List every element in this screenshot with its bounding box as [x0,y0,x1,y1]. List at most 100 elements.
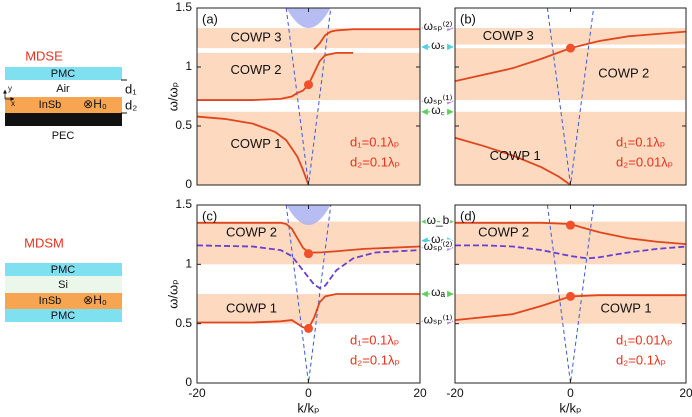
region [197,52,420,101]
field-label: ⊗H₀ [83,97,107,111]
parameter: d₁=0.1λₚ [350,134,399,149]
curve [197,293,420,330]
curve [285,8,332,185]
curve [285,205,332,383]
x-tick-label: 0 [567,386,574,400]
layer [5,263,122,276]
region-label: COWP 1 [226,300,277,315]
region-label: COWP 2 [230,62,281,77]
region-label: COWP 2 [478,224,529,239]
axis-label: y [8,84,12,93]
y-axis-label: ω/ωₚ [165,82,180,111]
y-tick-label: 0.5 [175,316,192,330]
panel-label: (d) [460,208,476,223]
layer [5,293,122,309]
region [455,48,686,101]
region-label: COWP 1 [230,136,281,151]
x-tick-label: -20 [446,386,464,400]
shaded-cone [286,8,331,28]
parameter: d₁=0.1λₚ [350,332,399,347]
layer-label: PMC [51,310,76,322]
layer [5,67,122,80]
y-axis-label: ω/ωₚ [165,279,180,308]
point [304,80,313,90]
region-label: COWP 1 [601,300,652,315]
diagram-title: MDSE [25,48,63,63]
region [197,28,420,49]
point [566,291,575,301]
thickness-label: d₁ [125,81,137,96]
x-tick-label: 20 [679,386,692,400]
layer-label: InSb [39,295,62,307]
diagram-title: MDSM [24,235,64,250]
plot-area [197,205,420,383]
region-label: COWP 2 [226,224,277,239]
curve [546,205,595,383]
parameter: d₁=0.01λₚ [616,332,673,347]
parameter: d₁=0.1λₚ [616,134,665,149]
frequency-label: ω꜀ [431,103,445,117]
parameter: d₂=0.01λₚ [616,154,673,169]
point [304,323,313,333]
diagram-mdsm: MDSM PMC Si InSb PMC ⊗H₀ [5,235,122,322]
frequency-label: ωₐ [431,285,445,299]
y-tick-label: 1.5 [175,197,192,211]
point [566,220,575,230]
frequency-label: ωₛ [431,232,445,246]
frequency-label: ωₛₚ⁽²⁾ [424,239,453,253]
layer-label: Air [56,83,70,95]
axis-label: x [11,99,15,108]
region [455,28,686,45]
y-tick-label: 1 [185,257,192,271]
y-tick-label: 0 [185,375,192,389]
field-label: ⊗H₀ [83,293,107,307]
curve [313,28,420,50]
parameter: d₂=0.1λₚ [350,352,400,367]
layer-label: InSb [39,99,62,111]
layer [5,113,122,126]
y-tick-label: 1.5 [175,0,192,14]
parameter: d₂=0.1λₚ [350,154,400,169]
layer-label: PEC [52,130,75,142]
layer [5,309,122,322]
plot-area [197,8,420,185]
y-tick-label: 0 [185,177,192,191]
region-label: COWP 1 [490,148,541,163]
curve [197,115,310,185]
layer [5,276,122,293]
region-label: COWP 3 [230,30,281,45]
curve [455,221,686,246]
frequency-label: ωₛₚ⁽¹⁾ [424,312,453,326]
x-tick-label: -20 [188,386,206,400]
region [197,111,420,185]
curve [197,244,420,290]
y-tick-label: 1 [185,59,192,73]
thickness-label: d₂ [125,97,137,112]
curve [197,221,420,254]
frequency-label: ωₛₚ⁽²⁾ [424,19,453,33]
layer-label: Si [58,279,68,291]
parameter: d₂=0.1λₚ [616,352,666,367]
frequency-label: ω_b [427,213,450,227]
x-axis-label: k/kₚ [559,400,581,415]
curve [455,244,686,260]
curve [455,136,572,185]
layer-label: PMC [51,68,76,80]
region-label: COWP 3 [483,28,534,43]
frequency-label: ωₛₚ⁽¹⁾ [424,92,453,106]
x-tick-label: 0 [305,386,312,400]
curve [546,8,595,185]
region [197,294,420,324]
y-tick-label: 0.5 [175,118,192,132]
layer [5,97,122,113]
panel-label: (c) [202,208,217,223]
x-tick-label: 20 [413,386,427,400]
layer-label: PMC [51,264,76,276]
region-label: COWP 2 [598,66,649,81]
panel-label: (b) [460,11,476,26]
layer [5,80,122,97]
point [566,43,575,53]
shaded-cone [286,205,331,225]
panel-label: (a) [202,11,218,26]
